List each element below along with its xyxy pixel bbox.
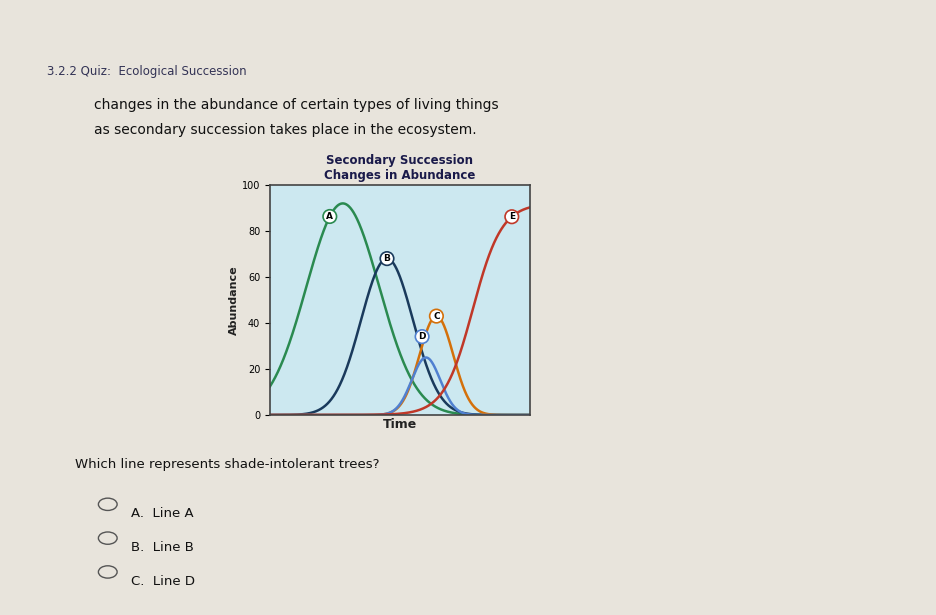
Text: D: D: [417, 332, 425, 341]
Y-axis label: Abundance: Abundance: [229, 265, 239, 335]
Text: C.  Line D: C. Line D: [131, 575, 195, 588]
Text: E: E: [508, 212, 514, 221]
Title: Secondary Succession
Changes in Abundance: Secondary Succession Changes in Abundanc…: [324, 154, 475, 183]
Text: B.  Line B: B. Line B: [131, 541, 194, 554]
X-axis label: Time: Time: [383, 418, 417, 430]
Text: 3.2.2 Quiz:  Ecological Succession: 3.2.2 Quiz: Ecological Succession: [47, 65, 246, 77]
Text: as secondary succession takes place in the ecosystem.: as secondary succession takes place in t…: [94, 123, 475, 137]
Text: C: C: [432, 312, 439, 320]
Text: A: A: [326, 212, 333, 221]
Text: A.  Line A: A. Line A: [131, 507, 194, 520]
Text: Which line represents shade-intolerant trees?: Which line represents shade-intolerant t…: [75, 458, 379, 471]
Text: B: B: [383, 254, 390, 263]
Text: changes in the abundance of certain types of living things: changes in the abundance of certain type…: [94, 98, 498, 113]
